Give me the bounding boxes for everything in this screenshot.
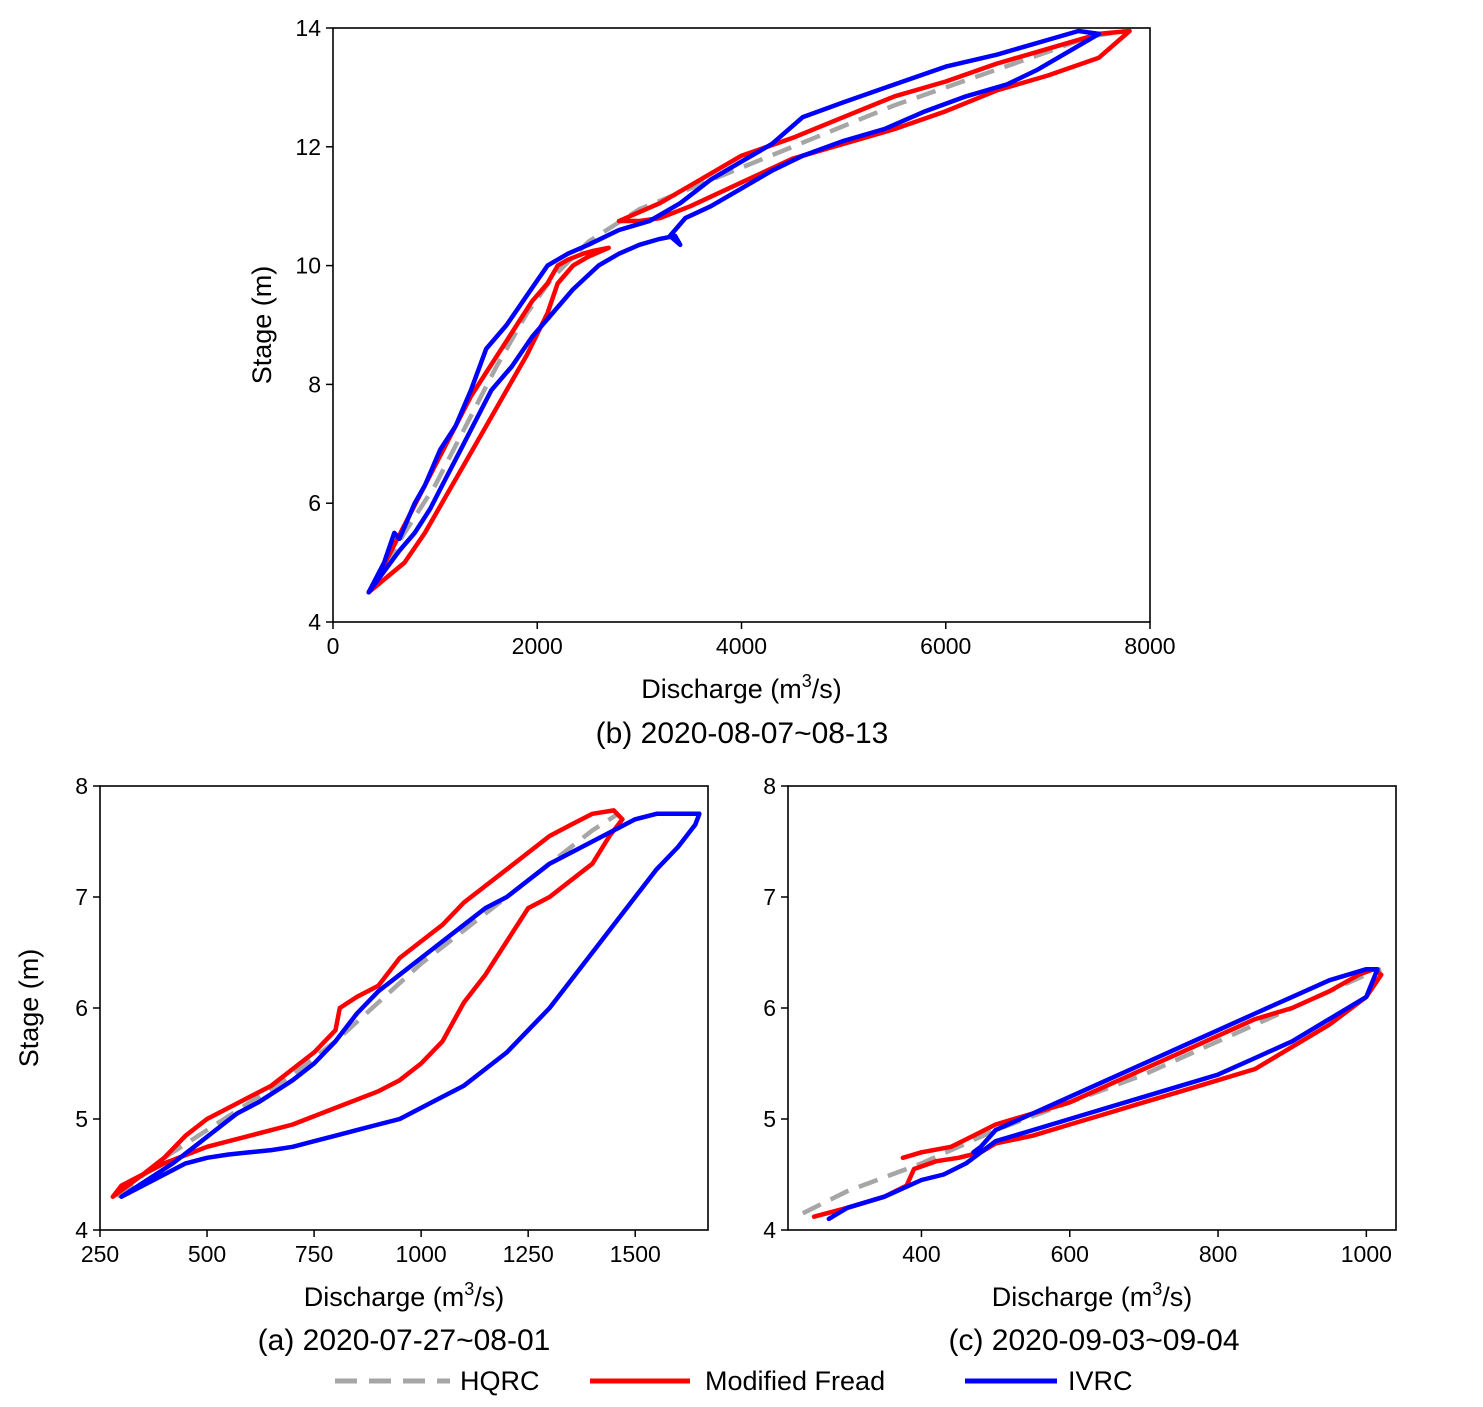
legend: HQRC Modified Fread IVRC xyxy=(335,1366,1133,1396)
chart-c-x-tick-label: 400 xyxy=(902,1241,940,1267)
chart-b-x-tick-label: 0 xyxy=(327,633,340,659)
chart-a-x-tick-label: 250 xyxy=(81,1241,119,1267)
chart-c-series-group xyxy=(801,966,1384,1222)
chart-c-x-axis-label: Discharge (m3/s) xyxy=(992,1279,1193,1312)
chart-c-series-modified-fread xyxy=(811,966,1384,1219)
legend-label-ivrc: IVRC xyxy=(1068,1366,1133,1396)
chart-c-y-tick-label: 8 xyxy=(763,773,776,799)
chart-b-y-tick-label: 6 xyxy=(308,490,321,516)
chart-a-y-tick-label: 7 xyxy=(75,884,88,910)
chart-c-x-tick-label: 800 xyxy=(1199,1241,1237,1267)
chart-a-y-tick-label: 6 xyxy=(75,995,88,1021)
chart-b-x-tick-label: 8000 xyxy=(1124,633,1175,659)
chart-b-series-modified-fread-upper xyxy=(616,28,1132,224)
chart-b-x-axis-label: Discharge (m3/s) xyxy=(641,671,842,704)
chart-b-series-hqrc xyxy=(366,28,1125,594)
chart-b: 0 2000 4000 6000 8000 4 6 8 10 12 14 Discharge (m3/… xyxy=(247,15,1176,750)
chart-a: 250 500 750 1000 1250 1500 4 5 6 7 8 Discharge (m3/… xyxy=(14,773,709,1357)
chart-c-x-tick-label: 600 xyxy=(1051,1241,1089,1267)
chart-a-x-tick-label: 500 xyxy=(188,1241,226,1267)
chart-a-caption: (a) 2020-07-27~08-01 xyxy=(258,1324,551,1357)
chart-b-series-group xyxy=(366,28,1132,595)
chart-c-y-tick-label: 6 xyxy=(763,995,776,1021)
chart-b-y-tick-label: 10 xyxy=(295,253,321,279)
chart-b-x-tick-label: 4000 xyxy=(716,633,767,659)
chart-c-caption: (c) 2020-09-03~09-04 xyxy=(948,1324,1239,1357)
chart-a-y-axis-label: Stage (m) xyxy=(14,949,44,1068)
legend-label-hqrc: HQRC xyxy=(460,1366,540,1396)
chart-c-x-tick-label: 1000 xyxy=(1341,1241,1392,1267)
chart-b-y-tick-label: 4 xyxy=(308,609,321,635)
chart-c-plot-frame xyxy=(787,785,1397,1231)
chart-b-y-axis-label: Stage (m) xyxy=(247,266,277,385)
chart-a-series-group xyxy=(110,808,702,1199)
chart-b-y-tick-label: 12 xyxy=(295,134,321,160)
chart-b-caption: (b) 2020-08-07~08-13 xyxy=(596,717,889,750)
chart-a-x-axis-label: Discharge (m3/s) xyxy=(304,1279,505,1312)
chart-b-series-modified-fread xyxy=(366,245,611,595)
chart-a-x-tick-label: 1250 xyxy=(503,1241,554,1267)
chart-b-series-ivrc xyxy=(366,28,1102,595)
chart-a-series-modified-fread xyxy=(110,808,625,1199)
legend-label-modified-fread: Modified Fread xyxy=(705,1366,885,1396)
chart-b-x-tick-label: 6000 xyxy=(920,633,971,659)
chart-a-y-tick-label: 5 xyxy=(75,1106,88,1132)
chart-a-y-tick-label: 4 xyxy=(75,1217,88,1243)
chart-b-x-tick-label: 2000 xyxy=(512,633,563,659)
chart-b-y-tick-label: 8 xyxy=(308,371,321,397)
chart-c-y-tick-label: 5 xyxy=(763,1106,776,1132)
chart-a-x-tick-label: 1000 xyxy=(396,1241,447,1267)
chart-c: 400 600 800 1000 4 5 6 7 8 Discharge (m3/s) (c) 20… xyxy=(763,773,1397,1357)
chart-b-plot-frame xyxy=(332,27,1151,623)
chart-a-x-tick-label: 1500 xyxy=(610,1241,661,1267)
chart-c-y-tick-label: 7 xyxy=(763,884,776,910)
chart-a-series-ivrc xyxy=(119,811,702,1199)
chart-b-y-tick-label: 14 xyxy=(295,15,321,41)
chart-a-x-tick-label: 750 xyxy=(295,1241,333,1267)
chart-c-series-ivrc xyxy=(826,966,1380,1222)
chart-a-y-tick-label: 8 xyxy=(75,773,88,799)
chart-c-y-tick-label: 4 xyxy=(763,1217,776,1243)
